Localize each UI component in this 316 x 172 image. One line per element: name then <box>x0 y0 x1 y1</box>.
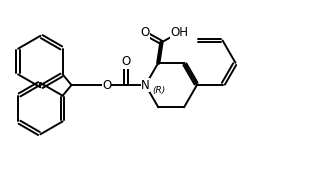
Text: (R): (R) <box>152 86 165 95</box>
Text: OH: OH <box>170 26 188 39</box>
Text: O: O <box>121 55 131 68</box>
Text: N: N <box>141 79 150 92</box>
Text: N: N <box>141 79 150 92</box>
Text: O: O <box>140 26 149 39</box>
Text: O: O <box>102 79 111 92</box>
